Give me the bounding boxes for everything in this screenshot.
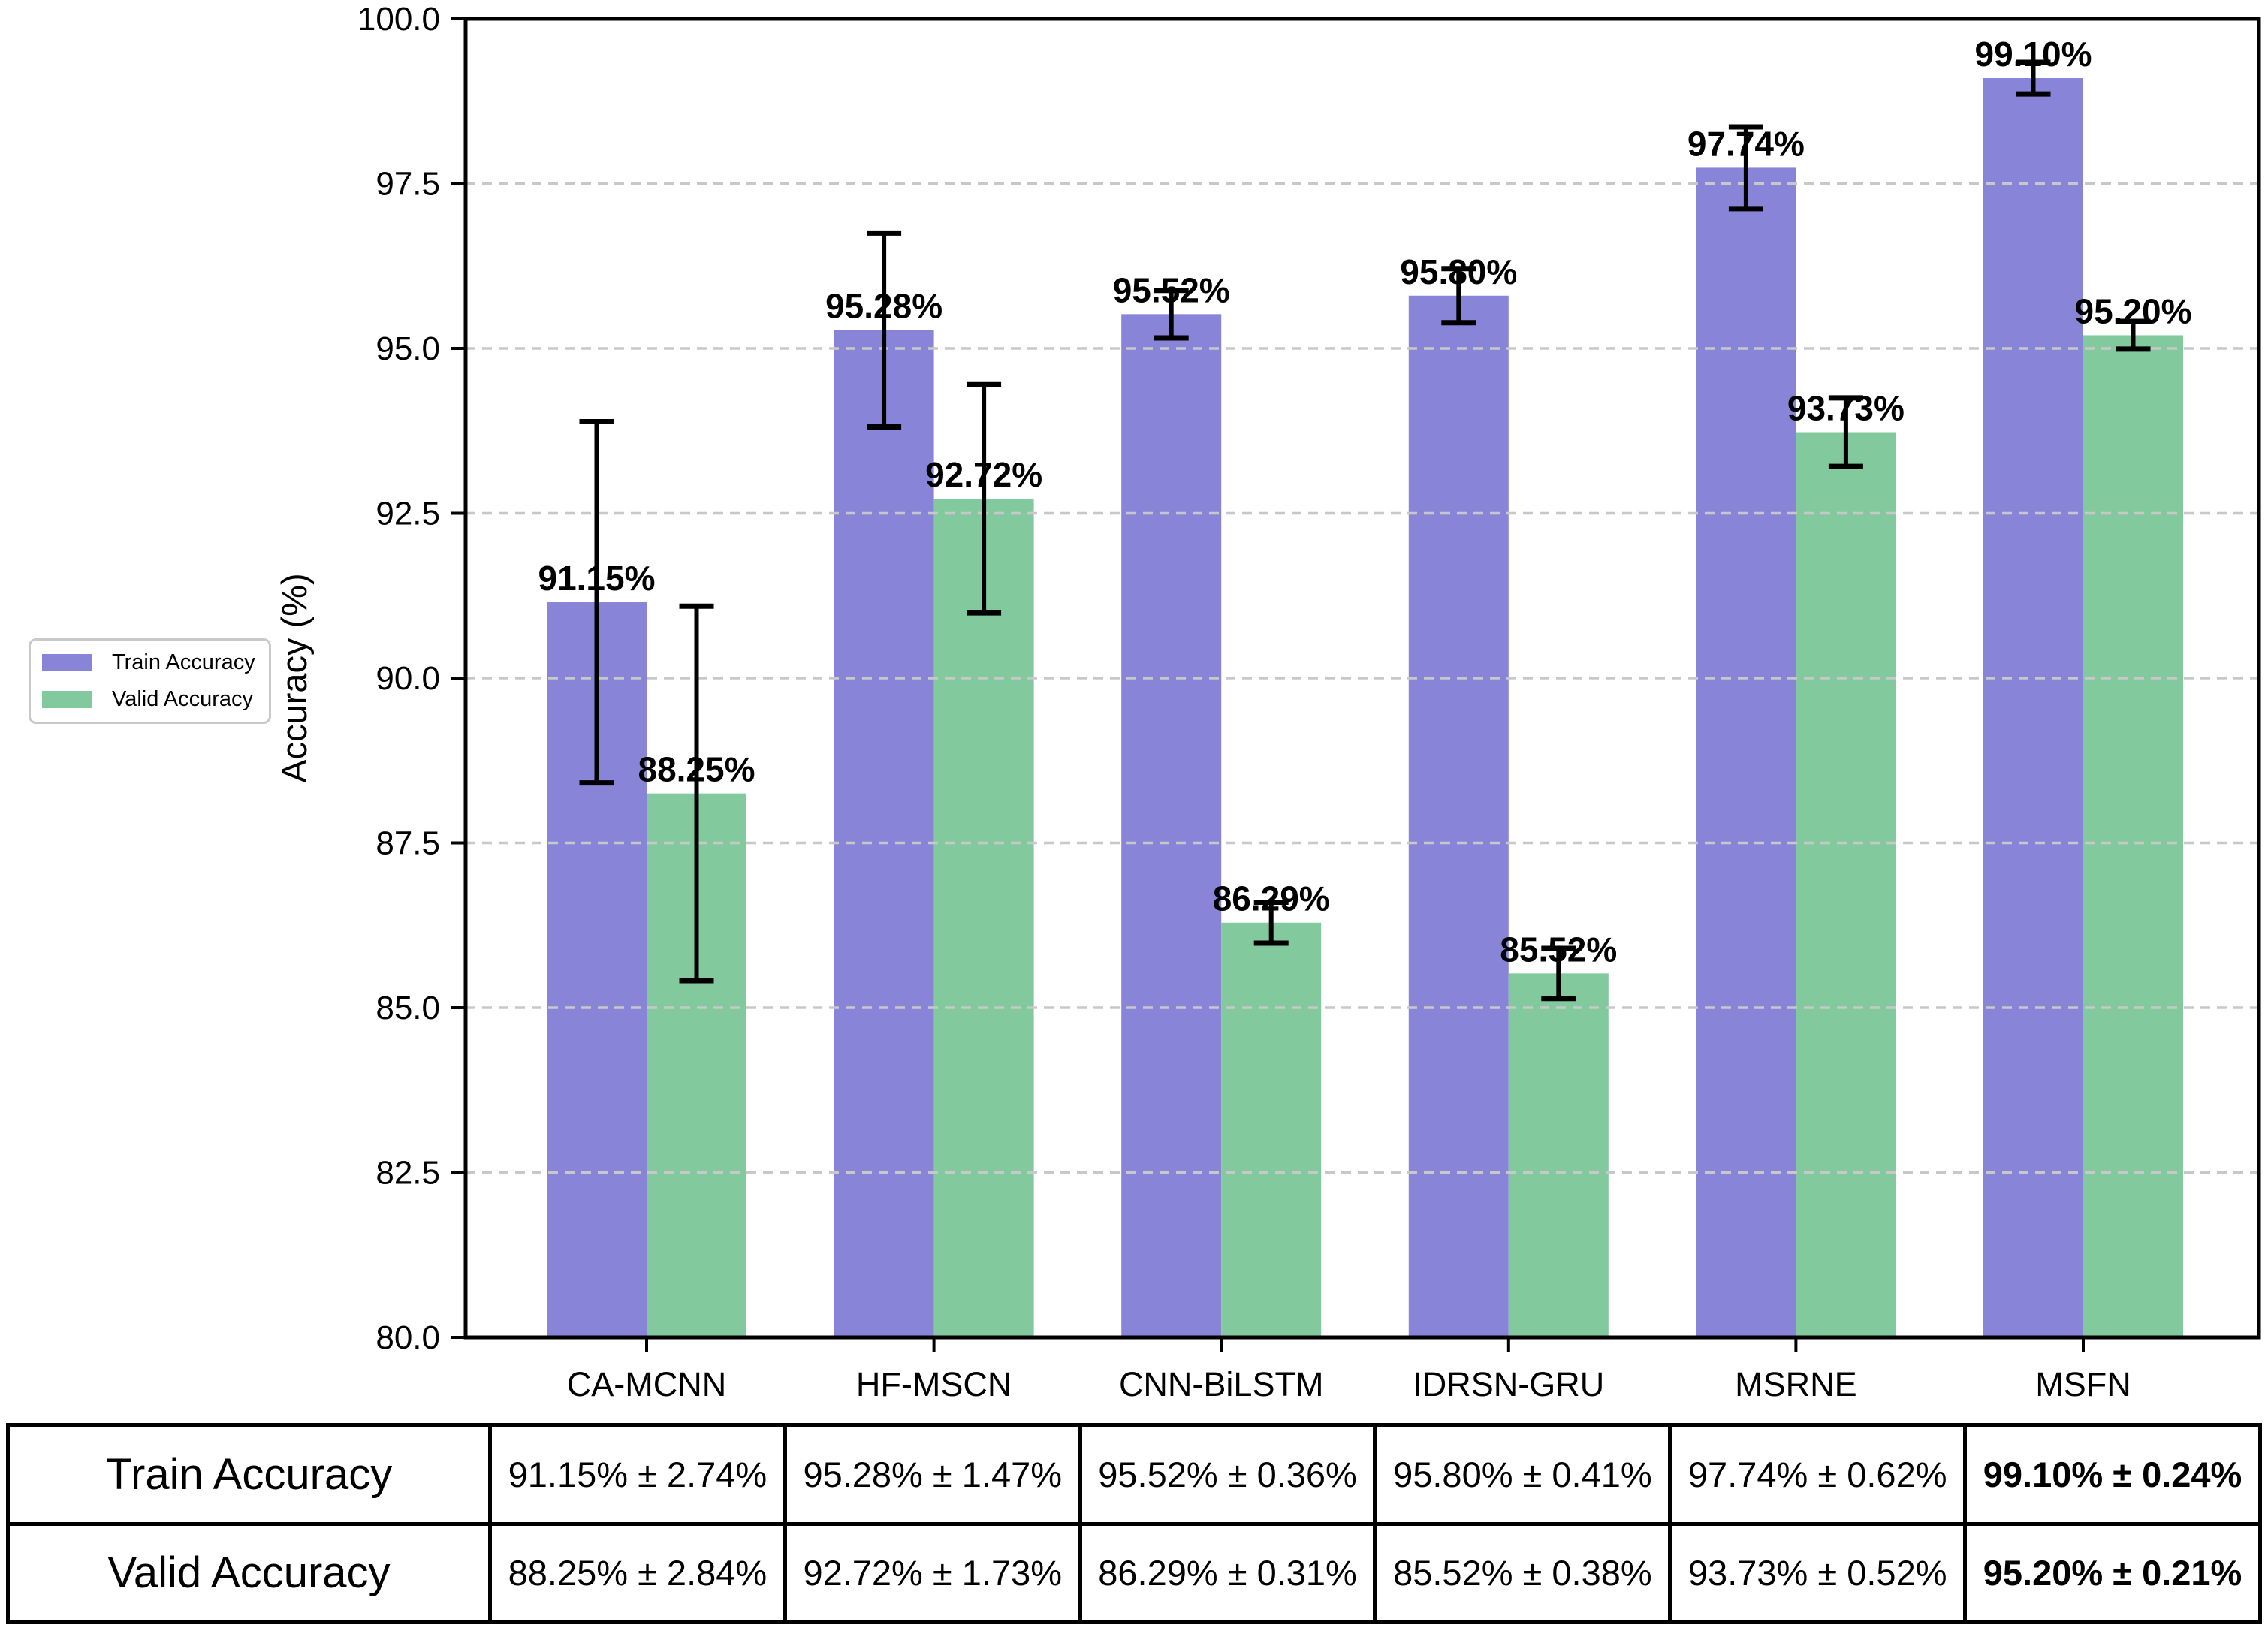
cell-valid-msfn: 95.20% ± 0.21% (1963, 1521, 2262, 1624)
bar-train-MSRNE (1696, 167, 1796, 1338)
bar-valid-HF-MSCN (933, 499, 1034, 1337)
bar-valid-MSFN (2083, 335, 2183, 1338)
train-accuracy-swatch (42, 654, 92, 671)
bar-valid-CNN-BiLSTM (1221, 922, 1322, 1337)
cell-train-hf-mscn: 95.28% ± 1.47% (783, 1423, 1082, 1526)
bar-train-HF-MSCN (834, 330, 934, 1337)
table-row-valid: Valid Accuracy 88.25% ± 2.84% 92.72% ± 1… (6, 1521, 2262, 1624)
legend-label-train: Train Accuracy (112, 650, 255, 674)
results-table: Train Accuracy 91.15% ± 2.74% 95.28% ± 1… (6, 1423, 2262, 1624)
y-tick-label: 85.0 (375, 990, 440, 1027)
x-tick-label-MSFN: MSFN (2035, 1365, 2131, 1403)
x-tick-label-IDRSN-GRU: IDRSN-GRU (1413, 1365, 1604, 1403)
y-tick-label: 80.0 (375, 1319, 440, 1356)
bar-train-MSFN (1983, 78, 2083, 1337)
y-tick-label: 90.0 (375, 660, 440, 697)
row-label-valid: Valid Accuracy (6, 1521, 492, 1624)
cell-valid-ca-mcnn: 88.25% ± 2.84% (488, 1521, 787, 1624)
bar-value-label-valid-IDRSN-GRU: 85.52% (1500, 930, 1617, 969)
bar-value-label-train-CNN-BiLSTM: 95.52% (1113, 270, 1230, 309)
chart-legend: Train Accuracy Valid Accuracy (29, 638, 271, 724)
bar-train-IDRSN-GRU (1408, 295, 1509, 1337)
table-row-train: Train Accuracy 91.15% ± 2.74% 95.28% ± 1… (6, 1423, 2262, 1526)
y-tick-label: 100.0 (357, 1, 440, 38)
bar-value-label-valid-MSFN: 95.20% (2074, 291, 2191, 330)
row-label-train: Train Accuracy (6, 1423, 492, 1526)
cell-valid-cnn-bilstm: 86.29% ± 0.31% (1078, 1521, 1377, 1624)
y-tick-label: 87.5 (375, 825, 440, 862)
accuracy-bar-chart: 80.0 82.5 85.0 87.5 90.0 92.5 95.0 97.5 100.0 CA-… (274, 1, 2261, 1403)
results-table-grid: Train Accuracy 91.15% ± 2.74% 95.28% ± 1… (6, 1423, 2262, 1624)
legend-item-valid: Valid Accuracy (42, 689, 255, 710)
bar-value-label-valid-MSRNE: 93.73% (1787, 389, 1905, 428)
bar-train-CNN-BiLSTM (1121, 314, 1222, 1337)
cell-train-msrne: 97.74% ± 0.62% (1668, 1423, 1968, 1526)
cell-train-msfn: 99.10% ± 0.24% (1963, 1423, 2262, 1526)
y-tick-label: 97.5 (375, 166, 440, 203)
valid-accuracy-swatch (42, 691, 92, 708)
bar-value-label-valid-CA-MCNN: 88.25% (638, 750, 755, 789)
cell-train-ca-mcnn: 91.15% ± 2.74% (488, 1423, 787, 1526)
legend-item-train: Train Accuracy (42, 652, 255, 674)
x-tick-label-CNN-BiLSTM: CNN-BiLSTM (1119, 1365, 1324, 1403)
x-tick-label-MSRNE: MSRNE (1735, 1365, 1857, 1403)
x-tick-label-HF-MSCN: HF-MSCN (856, 1365, 1012, 1403)
x-tick-label-CA-MCNN: CA-MCNN (567, 1365, 726, 1403)
cell-valid-idrsn-gru: 85.52% ± 0.38% (1373, 1521, 1672, 1624)
bar-value-label-train-IDRSN-GRU: 95.80% (1400, 252, 1517, 291)
cell-valid-msrne: 93.73% ± 0.52% (1668, 1521, 1968, 1624)
bar-value-label-train-MSFN: 99.10% (1974, 35, 2092, 74)
bar-value-label-valid-HF-MSCN: 92.72% (925, 455, 1042, 494)
bar-valid-MSRNE (1796, 432, 1896, 1337)
cell-train-cnn-bilstm: 95.52% ± 0.36% (1078, 1423, 1377, 1526)
bar-value-label-train-MSRNE: 97.74% (1687, 124, 1805, 163)
cell-train-idrsn-gru: 95.80% ± 0.41% (1373, 1423, 1672, 1526)
bar-value-label-valid-CNN-BiLSTM: 86.29% (1213, 879, 1330, 918)
bar-value-label-train-HF-MSCN: 95.28% (825, 286, 942, 325)
y-axis-label: Accuracy (%) (274, 573, 314, 782)
cell-valid-hf-mscn: 92.72% ± 1.73% (783, 1521, 1082, 1624)
y-tick-label: 95.0 (375, 330, 440, 367)
bar-value-label-train-CA-MCNN: 91.15% (538, 559, 655, 598)
y-tick-label: 92.5 (375, 496, 440, 532)
bar-valid-IDRSN-GRU (1508, 973, 1609, 1337)
y-tick-label: 82.5 (375, 1155, 440, 1192)
legend-label-valid: Valid Accuracy (112, 687, 254, 711)
